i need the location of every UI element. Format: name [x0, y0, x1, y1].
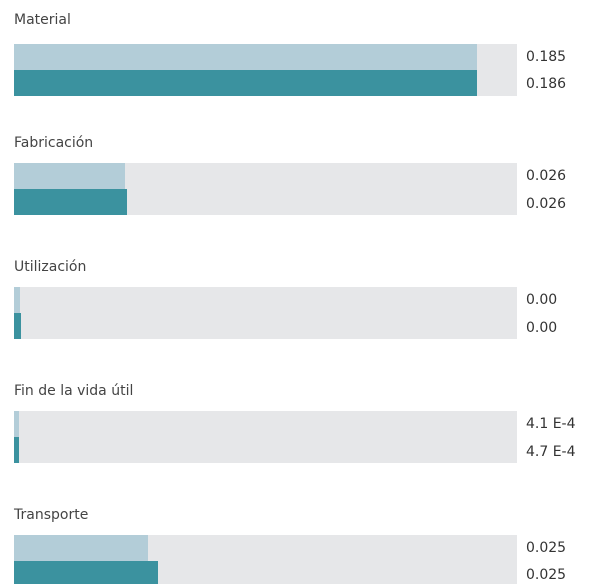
bar-track [14, 287, 517, 339]
bar-light [14, 287, 20, 313]
section: Material 0.185 0.186 [14, 12, 566, 96]
bar-light [14, 535, 148, 561]
section-label: Material [14, 12, 71, 28]
bar-dark [14, 437, 19, 463]
bar-track [14, 411, 517, 463]
value-label: 0.00 [526, 320, 557, 336]
bar-dark [14, 313, 21, 339]
bar-light [14, 44, 477, 70]
value-label: 0.025 [526, 567, 566, 583]
value-label: 0.185 [526, 49, 566, 65]
value-label: 0.026 [526, 196, 566, 212]
bar-light [14, 411, 19, 437]
value-label: 0.025 [526, 540, 566, 556]
value-label: 0.00 [526, 292, 557, 308]
section: Transporte 0.025 0.025 [13, 507, 566, 584]
section-label: Fin de la vida útil [14, 383, 133, 399]
value-label: 4.7 E-4 [526, 444, 576, 460]
value-label: 0.026 [526, 168, 566, 184]
section: Fabricación 0.026 0.026 [14, 135, 566, 215]
value-label: 4.1 E-4 [526, 416, 576, 432]
bar-dark [14, 70, 477, 96]
section-label: Fabricación [14, 135, 93, 151]
bar-dark [14, 561, 158, 584]
section: Utilización 0.00 0.00 [14, 259, 557, 339]
bar-light [14, 163, 125, 189]
section-label: Transporte [13, 507, 88, 523]
bar-dark [14, 189, 127, 215]
value-label: 0.186 [526, 76, 566, 92]
section: Fin de la vida útil 4.1 E-4 4.7 E-4 [14, 383, 576, 463]
section-label: Utilización [14, 259, 86, 275]
